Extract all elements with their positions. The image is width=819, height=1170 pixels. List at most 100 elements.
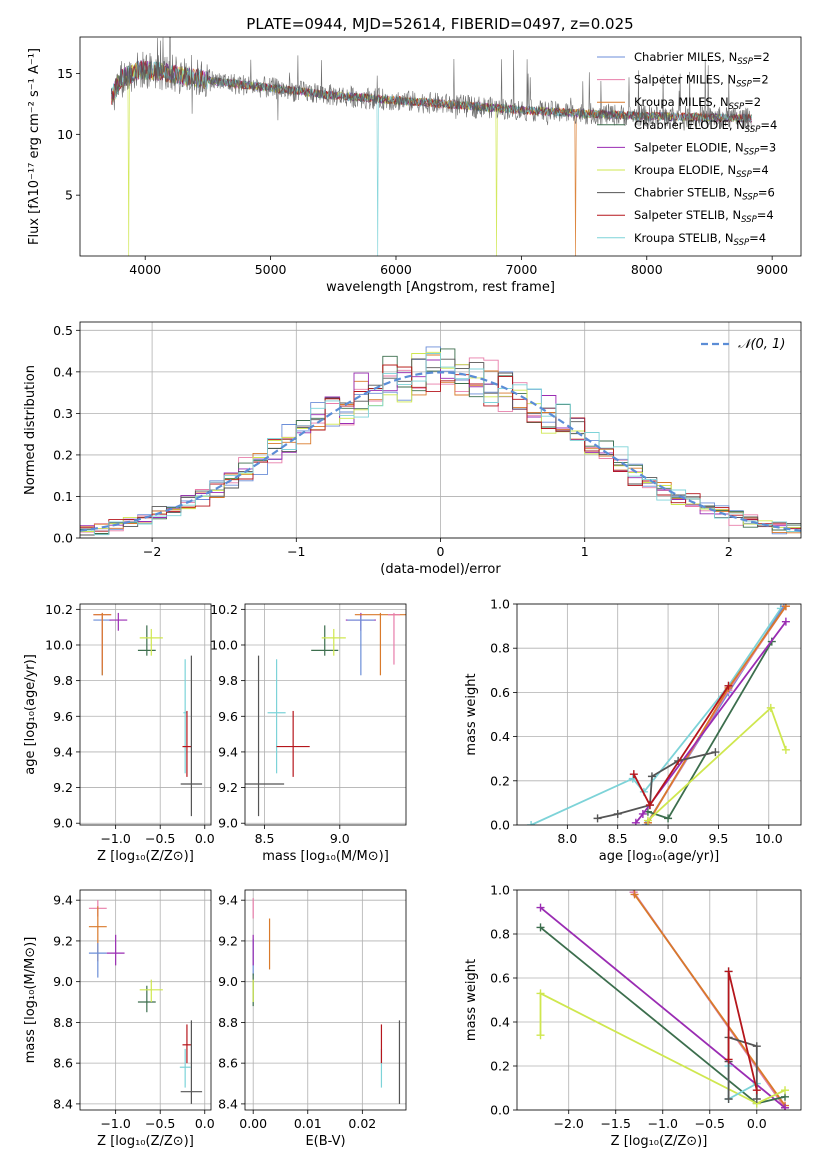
y-axis-label: mass weight: [464, 673, 479, 755]
y-tick-label: 0.0: [490, 1103, 510, 1118]
weight-line-kelodie: [539, 991, 786, 1105]
x-tick-label: 9.0: [330, 831, 350, 846]
x-axis-label: (data-model)/error: [380, 562, 501, 577]
y-tick-label: 9.6: [53, 709, 73, 724]
x-tick-label: 10.0: [755, 831, 783, 846]
y-tick-label: 9.4: [218, 893, 238, 908]
legend-label-text: Chabrier MILES, N: [634, 50, 737, 64]
weight-marker-sstelib: [645, 801, 654, 810]
weight-marker-selodie: [781, 617, 790, 626]
legend-label-text: Kroupa STELIB, N: [634, 231, 734, 245]
y-tick-label: 15: [57, 66, 73, 81]
legend-label-suffix: =4: [757, 208, 774, 222]
weight_vs_z-frame: [516, 889, 802, 1111]
weight-marker-selodie: [781, 1103, 790, 1110]
figure-title: PLATE=0944, MJD=52614, FIBERID=0497, z=0…: [246, 15, 633, 33]
spectrum-legend: Chabrier MILES, NSSP=2 Salpeter MILES, NS…: [597, 50, 777, 248]
legend-label-sub: SSP: [734, 238, 750, 248]
y-tick-label: 0.0: [53, 531, 73, 546]
x-tick-label: 6000: [380, 262, 412, 277]
x-tick-label: −0.5: [695, 1116, 725, 1131]
legend-label-smiles: Salpeter MILES, NSSP=2: [634, 73, 769, 90]
y-tick-label: 9.6: [218, 709, 238, 724]
y-tick-label: 10.0: [210, 637, 238, 652]
model-line-kelodie: [111, 62, 752, 256]
legend-label-sub: SSP: [745, 125, 761, 135]
weight_vs_age-frame: [516, 603, 802, 826]
y-tick-label: 10: [57, 127, 73, 142]
y-tick-label: 0.3: [53, 406, 73, 421]
y-tick-label: 0.8: [490, 641, 510, 656]
x-tick-label: 0.0: [195, 1116, 215, 1131]
weight-marker-sstelib: [724, 1055, 733, 1064]
x-axis-label: wavelength [Angstrom, rest frame]: [326, 280, 555, 295]
y-tick-label: 9.2: [218, 780, 238, 795]
x-tick-label: −0.5: [145, 1116, 175, 1131]
y-axis-label: Flux [fλ10⁻¹⁷ erg cm⁻² s⁻¹ A⁻¹]: [27, 48, 42, 245]
y-tick-label: 8.4: [218, 1096, 238, 1111]
y-tick-label: 9.0: [218, 816, 238, 831]
x-tick-label: 5000: [255, 262, 287, 277]
x-tick-label: 8.0: [557, 831, 577, 846]
model-line-kstelib: [110, 61, 752, 256]
x-axis-label: mass [log₁₀(M/M⊙)]: [262, 849, 389, 864]
spectrum-frame: [79, 36, 802, 257]
weight-marker-cstelib: [593, 814, 602, 823]
legend-label-suffix: =4: [760, 118, 777, 132]
weight_vs_z-plot: [536, 890, 790, 1110]
weight-marker-cstelib: [613, 809, 622, 818]
weight-line-kstelib: [530, 607, 782, 825]
legend-label-suffix: =3: [759, 140, 776, 154]
legend-label-text: Salpeter STELIB, N: [634, 208, 741, 222]
weight-line-selodie: [539, 906, 786, 1109]
y-tick-label: 10.2: [210, 602, 238, 617]
weight-marker-cstelib: [724, 1095, 733, 1103]
histogram-selodie: [80, 359, 801, 530]
weight-marker-kelodie: [643, 816, 652, 825]
age_vs_z-grid: [80, 604, 211, 825]
weight-marker-kelodie: [766, 703, 775, 712]
y-tick-label: 9.4: [53, 744, 73, 759]
y-tick-label: 9.2: [53, 780, 73, 795]
age_vs_z-frame: [79, 603, 212, 826]
y-tick-label: 8.8: [53, 1015, 73, 1030]
x-tick-label: −1.5: [601, 1116, 631, 1131]
weight-marker-celodie: [664, 814, 673, 823]
x-tick-label: 8.5: [608, 831, 628, 846]
mass_vs_z-plot: [88, 900, 203, 1104]
weight_vs_age-panel: 8.0 8.5 9.0 9.5 10.0 0.0 0.2 0.4 0.6 0.8 1.0 age [l…: [464, 597, 802, 864]
legend-label-cmiles: Chabrier MILES, NSSP=2: [634, 50, 770, 67]
x-tick-label: 7000: [505, 262, 537, 277]
y-tick-label: 9.4: [53, 893, 73, 908]
age_vs_z-plot: [93, 612, 203, 817]
weight-marker-kmiles: [781, 604, 790, 611]
mass_vs_z-frame: [79, 889, 212, 1111]
weight-marker-kelodie: [781, 1086, 790, 1095]
x-tick-label: 8.5: [255, 831, 275, 846]
spectrum-panel: 4000 5000 6000 7000 8000 9000 5 10 15 wavelength …: [27, 36, 802, 295]
y-tick-label: 10.0: [45, 637, 73, 652]
y-axis-label: mass [log₁₀(M/M⊙)]: [23, 937, 38, 1064]
y-tick-label: 9.2: [218, 933, 238, 948]
y-tick-label: 0.4: [490, 1015, 510, 1030]
legend-label-text: Chabrier ELODIE, N: [634, 118, 745, 132]
legend-label-sstelib: Salpeter STELIB, NSSP=4: [634, 208, 774, 225]
legend-label-sub: SSP: [741, 215, 757, 225]
residuals-frame: [79, 321, 802, 539]
age_vs_z-panel: −1.0 −0.5 0.0 9.0 9.2 9.4 9.6 9.8 10.0 10.2 Z [log…: [23, 602, 215, 864]
legend-label-sub: SSP: [744, 147, 760, 157]
legend-label-celodie: Chabrier ELODIE, NSSP=4: [634, 118, 777, 135]
y-tick-label: 0.6: [490, 971, 510, 986]
y-tick-label: 8.8: [218, 1015, 238, 1030]
weight-line-kmiles: [633, 893, 786, 1107]
weight-marker-celodie: [536, 923, 545, 932]
x-tick-label: 9.0: [658, 831, 678, 846]
y-tick-label: 0.5: [53, 323, 73, 338]
legend-label-gaussian: 𝒩(0, 1): [738, 337, 785, 352]
spectrum-plot: [110, 37, 753, 256]
x-tick-label: 9.5: [708, 831, 728, 846]
x-tick-label: 0.01: [294, 1116, 322, 1131]
age_vs_mass-frame: [244, 603, 407, 826]
x-axis-label: E(B-V): [305, 1134, 345, 1149]
x-tick-label: −1.0: [648, 1116, 678, 1131]
